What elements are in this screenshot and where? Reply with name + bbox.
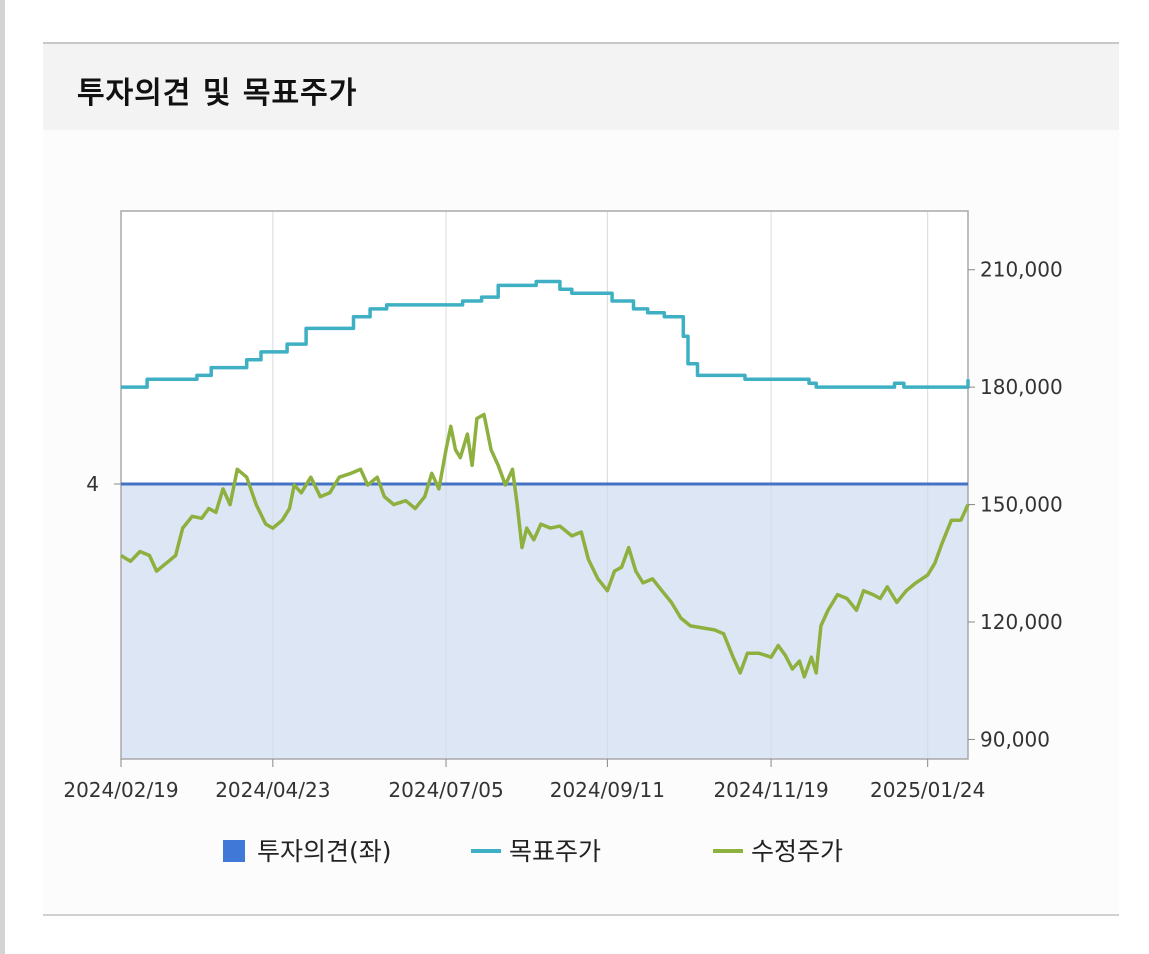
legend-opinion-swatch <box>223 840 245 862</box>
x-tick-label: 2024/07/05 <box>388 778 503 802</box>
opinion-target-chart: 210,000 180,000 150,000 120,000 90,000 4 2024/… <box>63 210 1063 866</box>
page-left-border <box>0 0 5 954</box>
target-series-line <box>121 279 970 389</box>
panel-header: 투자의견 및 목표주가 <box>43 44 1119 130</box>
legend-item-opinion: 투자의견(좌) <box>223 837 392 866</box>
legend-opinion-label: 투자의견(좌) <box>257 837 392 866</box>
x-tick-label: 2025/01/24 <box>870 778 985 802</box>
price-series-line <box>120 412 970 679</box>
x-tick-label: 2024/04/23 <box>215 778 330 802</box>
x-tick-label: 2024/09/11 <box>550 778 665 802</box>
legend-item-price: 수정주가 <box>713 837 843 866</box>
legend-price-label: 수정주가 <box>751 837 843 866</box>
y-right-tick-label: 150,000 <box>980 493 1063 517</box>
opinion-area <box>121 484 968 759</box>
opinion-target-panel: 투자의견 및 목표주가 210,000 180,000 150,000 120,000… <box>43 42 1119 916</box>
panel-title: 투자의견 및 목표주가 <box>77 76 358 111</box>
y-right-tick-label: 210,000 <box>980 258 1063 282</box>
y-right-tick-label: 90,000 <box>980 727 1050 751</box>
x-tick-label: 2024/11/19 <box>713 778 828 802</box>
y-left-tick-label: 4 <box>86 472 99 496</box>
legend-target-label: 목표주가 <box>509 837 601 866</box>
y-right-tick-label: 120,000 <box>980 610 1063 634</box>
y-right-tick-label: 180,000 <box>980 375 1063 399</box>
legend-item-target: 목표주가 <box>471 837 601 866</box>
panel-bottom-divider <box>43 914 1119 916</box>
x-tick-label: 2024/02/19 <box>63 778 178 802</box>
panel-top-divider <box>43 42 1119 44</box>
